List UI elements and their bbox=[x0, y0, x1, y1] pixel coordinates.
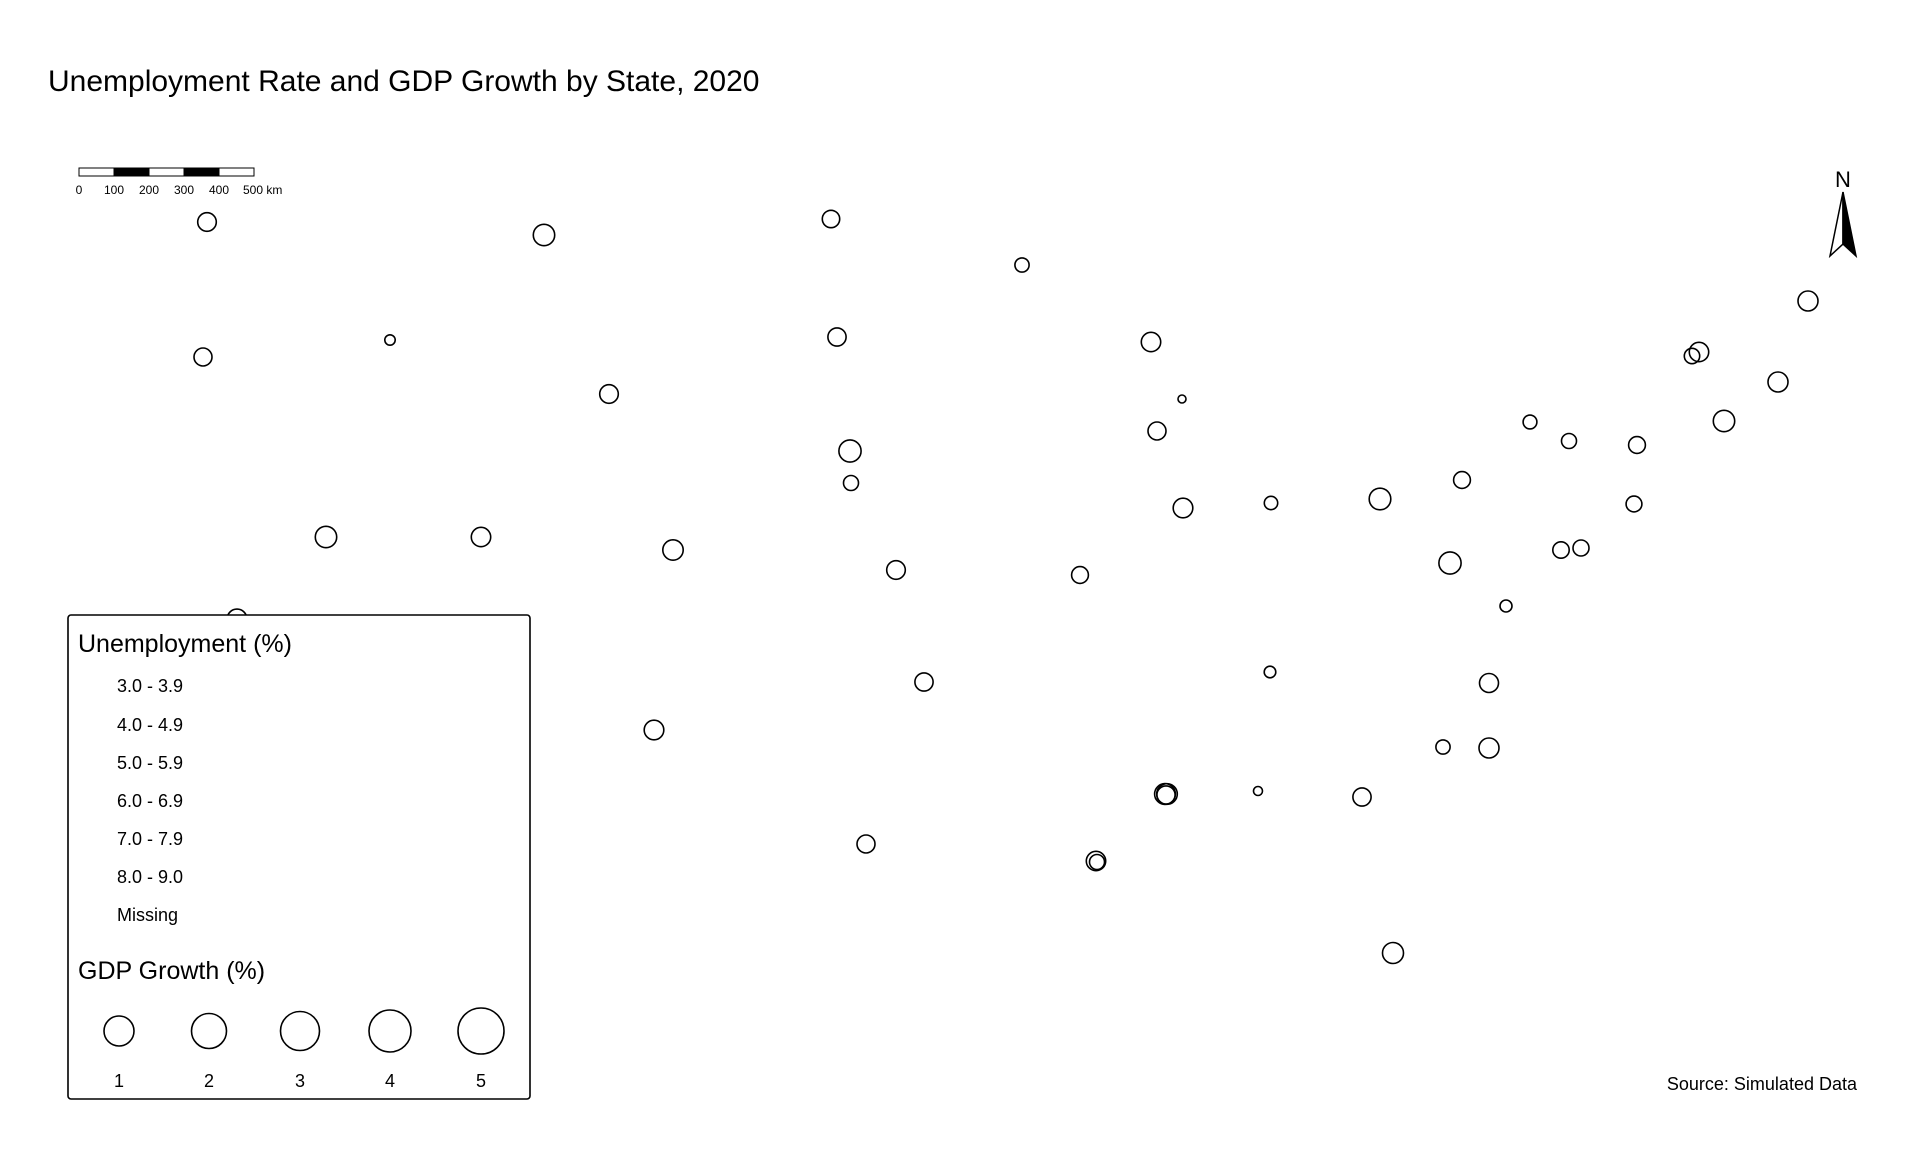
state-gdp-symbol bbox=[1155, 782, 1179, 806]
scale-tick-label: 100 bbox=[104, 183, 124, 197]
state-gdp-symbol bbox=[1438, 551, 1462, 575]
legend-gdp-size-label: 3 bbox=[295, 1071, 305, 1091]
state-gdp-symbol bbox=[1352, 787, 1372, 807]
legend-gdp-size-label: 2 bbox=[204, 1071, 214, 1091]
source-note: Source: Simulated Data bbox=[1667, 1074, 1858, 1094]
legend-gdp-symbol bbox=[103, 1015, 135, 1047]
legend-class-label: 7.0 - 7.9 bbox=[117, 829, 183, 849]
scale-bar-segment bbox=[218, 167, 255, 177]
state-gdp-symbol bbox=[1088, 853, 1106, 871]
state-gdp-symbol bbox=[1452, 470, 1472, 490]
state-gdp-symbol bbox=[532, 223, 556, 247]
legend-class-label: 6.0 - 6.9 bbox=[117, 791, 183, 811]
scale-bar-segment bbox=[113, 167, 150, 177]
scale-bar: 0 100 200 300 400 500 km bbox=[76, 167, 282, 197]
state-gdp-symbol bbox=[314, 525, 338, 549]
north-arrow-left-half bbox=[1828, 191, 1844, 259]
state-gdp-symbol bbox=[1688, 341, 1710, 363]
state-gdp-symbol bbox=[1263, 495, 1279, 511]
state-gdp-symbol bbox=[914, 672, 934, 692]
legend-gdp-size-label: 1 bbox=[114, 1071, 124, 1091]
north-arrow-label: N bbox=[1835, 167, 1851, 192]
state-gdp-symbol bbox=[1767, 371, 1789, 393]
scale-bar-segment bbox=[148, 167, 185, 177]
state-gdp-symbol bbox=[661, 538, 684, 561]
state-gdp-symbol bbox=[1085, 850, 1107, 872]
state-gdp-symbol bbox=[1172, 497, 1194, 519]
state-gdp-symbol bbox=[1797, 290, 1819, 312]
state-gdp-symbol bbox=[643, 719, 665, 741]
scale-bar-segment bbox=[183, 167, 220, 177]
state-gdp-symbol bbox=[1627, 435, 1647, 455]
legend-gdp-size-label: 5 bbox=[476, 1071, 486, 1091]
legend-class-label: 4.0 - 4.9 bbox=[117, 715, 183, 735]
state-gdp-symbol bbox=[821, 209, 841, 229]
state-gdp-symbol bbox=[1153, 782, 1177, 806]
scale-bar-segment bbox=[78, 167, 115, 177]
north-arrow-right-half bbox=[1842, 191, 1858, 259]
state-gdp-symbol bbox=[470, 526, 492, 548]
state-gdp-symbol bbox=[1435, 739, 1451, 755]
state-gdp-symbol bbox=[1368, 487, 1392, 511]
state-gdp-symbol bbox=[856, 834, 876, 854]
state-gdp-symbol bbox=[193, 347, 213, 367]
state-gdp-symbol bbox=[1140, 331, 1162, 353]
state-gdp-symbol bbox=[1381, 941, 1405, 965]
state-gdp-symbol bbox=[1522, 414, 1538, 430]
scale-tick-label: 0 bbox=[76, 183, 83, 197]
legend-frame bbox=[67, 614, 531, 1100]
state-gdp-symbol bbox=[1552, 540, 1571, 559]
legend-gdp-size-label: 4 bbox=[385, 1071, 395, 1091]
scale-tick-label: 500 km bbox=[243, 183, 282, 197]
scale-tick-label: 400 bbox=[209, 183, 229, 197]
state-gdp-symbol bbox=[1560, 432, 1578, 450]
legend-box: Unemployment (%) 3.0 - 3.9 4.0 - 4.9 5.0… bbox=[67, 614, 531, 1100]
state-gdp-symbol bbox=[1263, 665, 1277, 679]
legend-gdp-title: GDP Growth (%) bbox=[78, 957, 265, 985]
state-gdp-symbol bbox=[1177, 394, 1187, 404]
legend-gdp-symbol bbox=[190, 1012, 228, 1050]
state-gdp-symbol bbox=[1070, 565, 1090, 585]
legend-unemployment-title: Unemployment (%) bbox=[78, 630, 292, 658]
scale-tick-label: 200 bbox=[139, 183, 159, 197]
legend-gdp-symbol bbox=[279, 1010, 321, 1052]
state-gdp-symbol bbox=[196, 211, 218, 233]
map-title: Unemployment Rate and GDP Growth by Stat… bbox=[48, 65, 760, 98]
legend-gdp-symbol bbox=[457, 1007, 505, 1055]
legend-gdp-symbol bbox=[368, 1009, 412, 1053]
state-gdp-symbol bbox=[1252, 785, 1264, 797]
state-gdp-symbol bbox=[1625, 495, 1643, 513]
north-arrow: N bbox=[1828, 167, 1858, 259]
state-gdp-symbol bbox=[838, 439, 862, 463]
state-gdp-symbol bbox=[1147, 421, 1167, 441]
legend-class-label: 3.0 - 3.9 bbox=[117, 676, 183, 696]
scale-tick-label: 300 bbox=[174, 183, 194, 197]
state-gdp-symbol bbox=[1683, 347, 1701, 365]
state-gdp-symbol bbox=[1478, 737, 1500, 759]
legend-gdp-sizes: 1 2 3 4 5 bbox=[103, 1007, 505, 1091]
state-gdp-symbol bbox=[598, 383, 620, 405]
legend-class-label: Missing bbox=[117, 905, 178, 925]
state-gdp-symbol bbox=[1014, 257, 1030, 273]
state-gdp-symbol bbox=[1499, 599, 1513, 613]
state-symbols-layer bbox=[193, 209, 1819, 965]
legend-class-label: 8.0 - 9.0 bbox=[117, 867, 183, 887]
state-gdp-symbol bbox=[827, 327, 847, 347]
state-gdp-symbol bbox=[842, 474, 860, 492]
state-gdp-symbol bbox=[1478, 672, 1500, 694]
state-gdp-symbol bbox=[383, 333, 396, 346]
legend-class-label: 5.0 - 5.9 bbox=[117, 753, 183, 773]
state-gdp-symbol bbox=[1572, 539, 1590, 557]
state-gdp-symbol bbox=[1712, 409, 1736, 433]
state-gdp-symbol bbox=[885, 559, 907, 581]
